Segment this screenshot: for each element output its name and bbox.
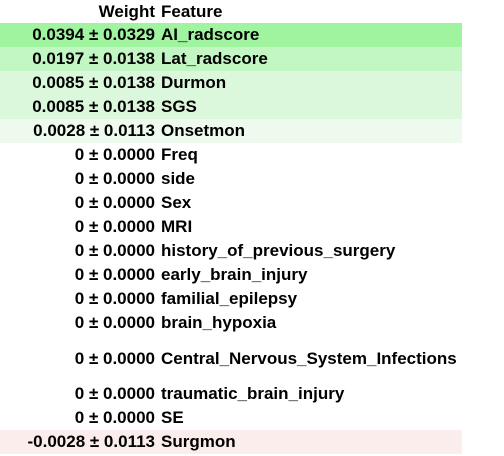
feature-cell: SE [161, 408, 184, 427]
table-row: 0 ± 0.0000 traumatic_brain_injury [0, 382, 462, 406]
feature-cell: Onsetmon [161, 121, 246, 140]
feature-cell: Sex [161, 193, 192, 212]
feature-cell: familial_epilepsy [161, 289, 298, 308]
weight-cell: 0 ± 0.0000 [74, 289, 155, 308]
table-row: 0 ± 0.0000 early_brain_injury [0, 263, 462, 287]
table-row: 0 ± 0.0000 MRI [0, 215, 462, 239]
weight-cell: 0 ± 0.0000 [74, 384, 155, 403]
table-row: 0 ± 0.0000 brain_hypoxia [0, 311, 462, 335]
feature-cell: side [161, 169, 196, 188]
feature-cell: Lat_radscore [161, 49, 268, 68]
feature-cell: brain_hypoxia [161, 313, 277, 332]
table-row: 0.0085 ± 0.0138 Durmon [0, 71, 462, 95]
feature-header: Feature [161, 2, 223, 21]
header-row: Weight Feature [0, 0, 462, 23]
weight-cell: 0.0028 ± 0.0113 [33, 121, 155, 140]
table-row: 0 ± 0.0000 Central_Nervous_System_Infecti… [0, 335, 462, 382]
feature-cell: Durmon [161, 73, 227, 92]
feature-cell: Surgmon [161, 432, 236, 451]
weight-cell: 0 ± 0.0000 [74, 408, 155, 427]
feature-cell: AI_radscore [161, 25, 260, 44]
weight-cell: 0 ± 0.0000 [74, 241, 155, 260]
weight-cell: 0.0085 ± 0.0138 [32, 73, 155, 92]
table-row: 0.0085 ± 0.0138 SGS [0, 95, 462, 119]
feature-cell: history_of_previous_surgery [161, 241, 396, 260]
weight-cell: 0 ± 0.0000 [74, 145, 155, 164]
table-row: 0 ± 0.0000 side [0, 167, 462, 191]
weight-cell: -0.0028 ± 0.0113 [27, 432, 156, 451]
table-row: 0 ± 0.0000 SE [0, 406, 462, 430]
feature-cell: MRI [161, 217, 193, 236]
feature-cell: SGS [161, 97, 197, 116]
table-row: 0 ± 0.0000 Freq [0, 143, 462, 167]
weight-cell: 0.0085 ± 0.0138 [32, 97, 155, 116]
weight-cell: 0 ± 0.0000 [74, 193, 155, 212]
feature-weights-table: Weight Feature 0.0394 ± 0.0329 AI_radscor… [0, 0, 462, 454]
feature-cell: early_brain_injury [161, 265, 308, 284]
table-row: 0 ± 0.0000 Sex [0, 191, 462, 215]
table-row: 0.0197 ± 0.0138 Lat_radscore [0, 47, 462, 71]
weight-cell: 0 ± 0.0000 [74, 169, 155, 188]
feature-cell: Freq [161, 145, 198, 164]
weight-cell: 0 ± 0.0000 [74, 313, 155, 332]
table-row: 0.0394 ± 0.0329 AI_radscore [0, 23, 462, 47]
table-row: -0.0028 ± 0.0113 Surgmon [0, 430, 462, 454]
weight-header: Weight [98, 2, 155, 21]
weight-cell: 0.0197 ± 0.0138 [32, 49, 155, 68]
feature-cell: traumatic_brain_injury [161, 384, 345, 403]
table-row: 0 ± 0.0000 familial_epilepsy [0, 287, 462, 311]
weight-cell: 0 ± 0.0000 [74, 217, 155, 236]
feature-cell: Central_Nervous_System_Infections [161, 348, 457, 368]
table-row: 0 ± 0.0000 history_of_previous_surgery [0, 239, 462, 263]
weight-cell: 0 ± 0.0000 [74, 348, 155, 368]
weight-cell: 0 ± 0.0000 [74, 265, 155, 284]
weight-cell: 0.0394 ± 0.0329 [32, 25, 155, 44]
table-row: 0.0028 ± 0.0113 Onsetmon [0, 119, 462, 143]
